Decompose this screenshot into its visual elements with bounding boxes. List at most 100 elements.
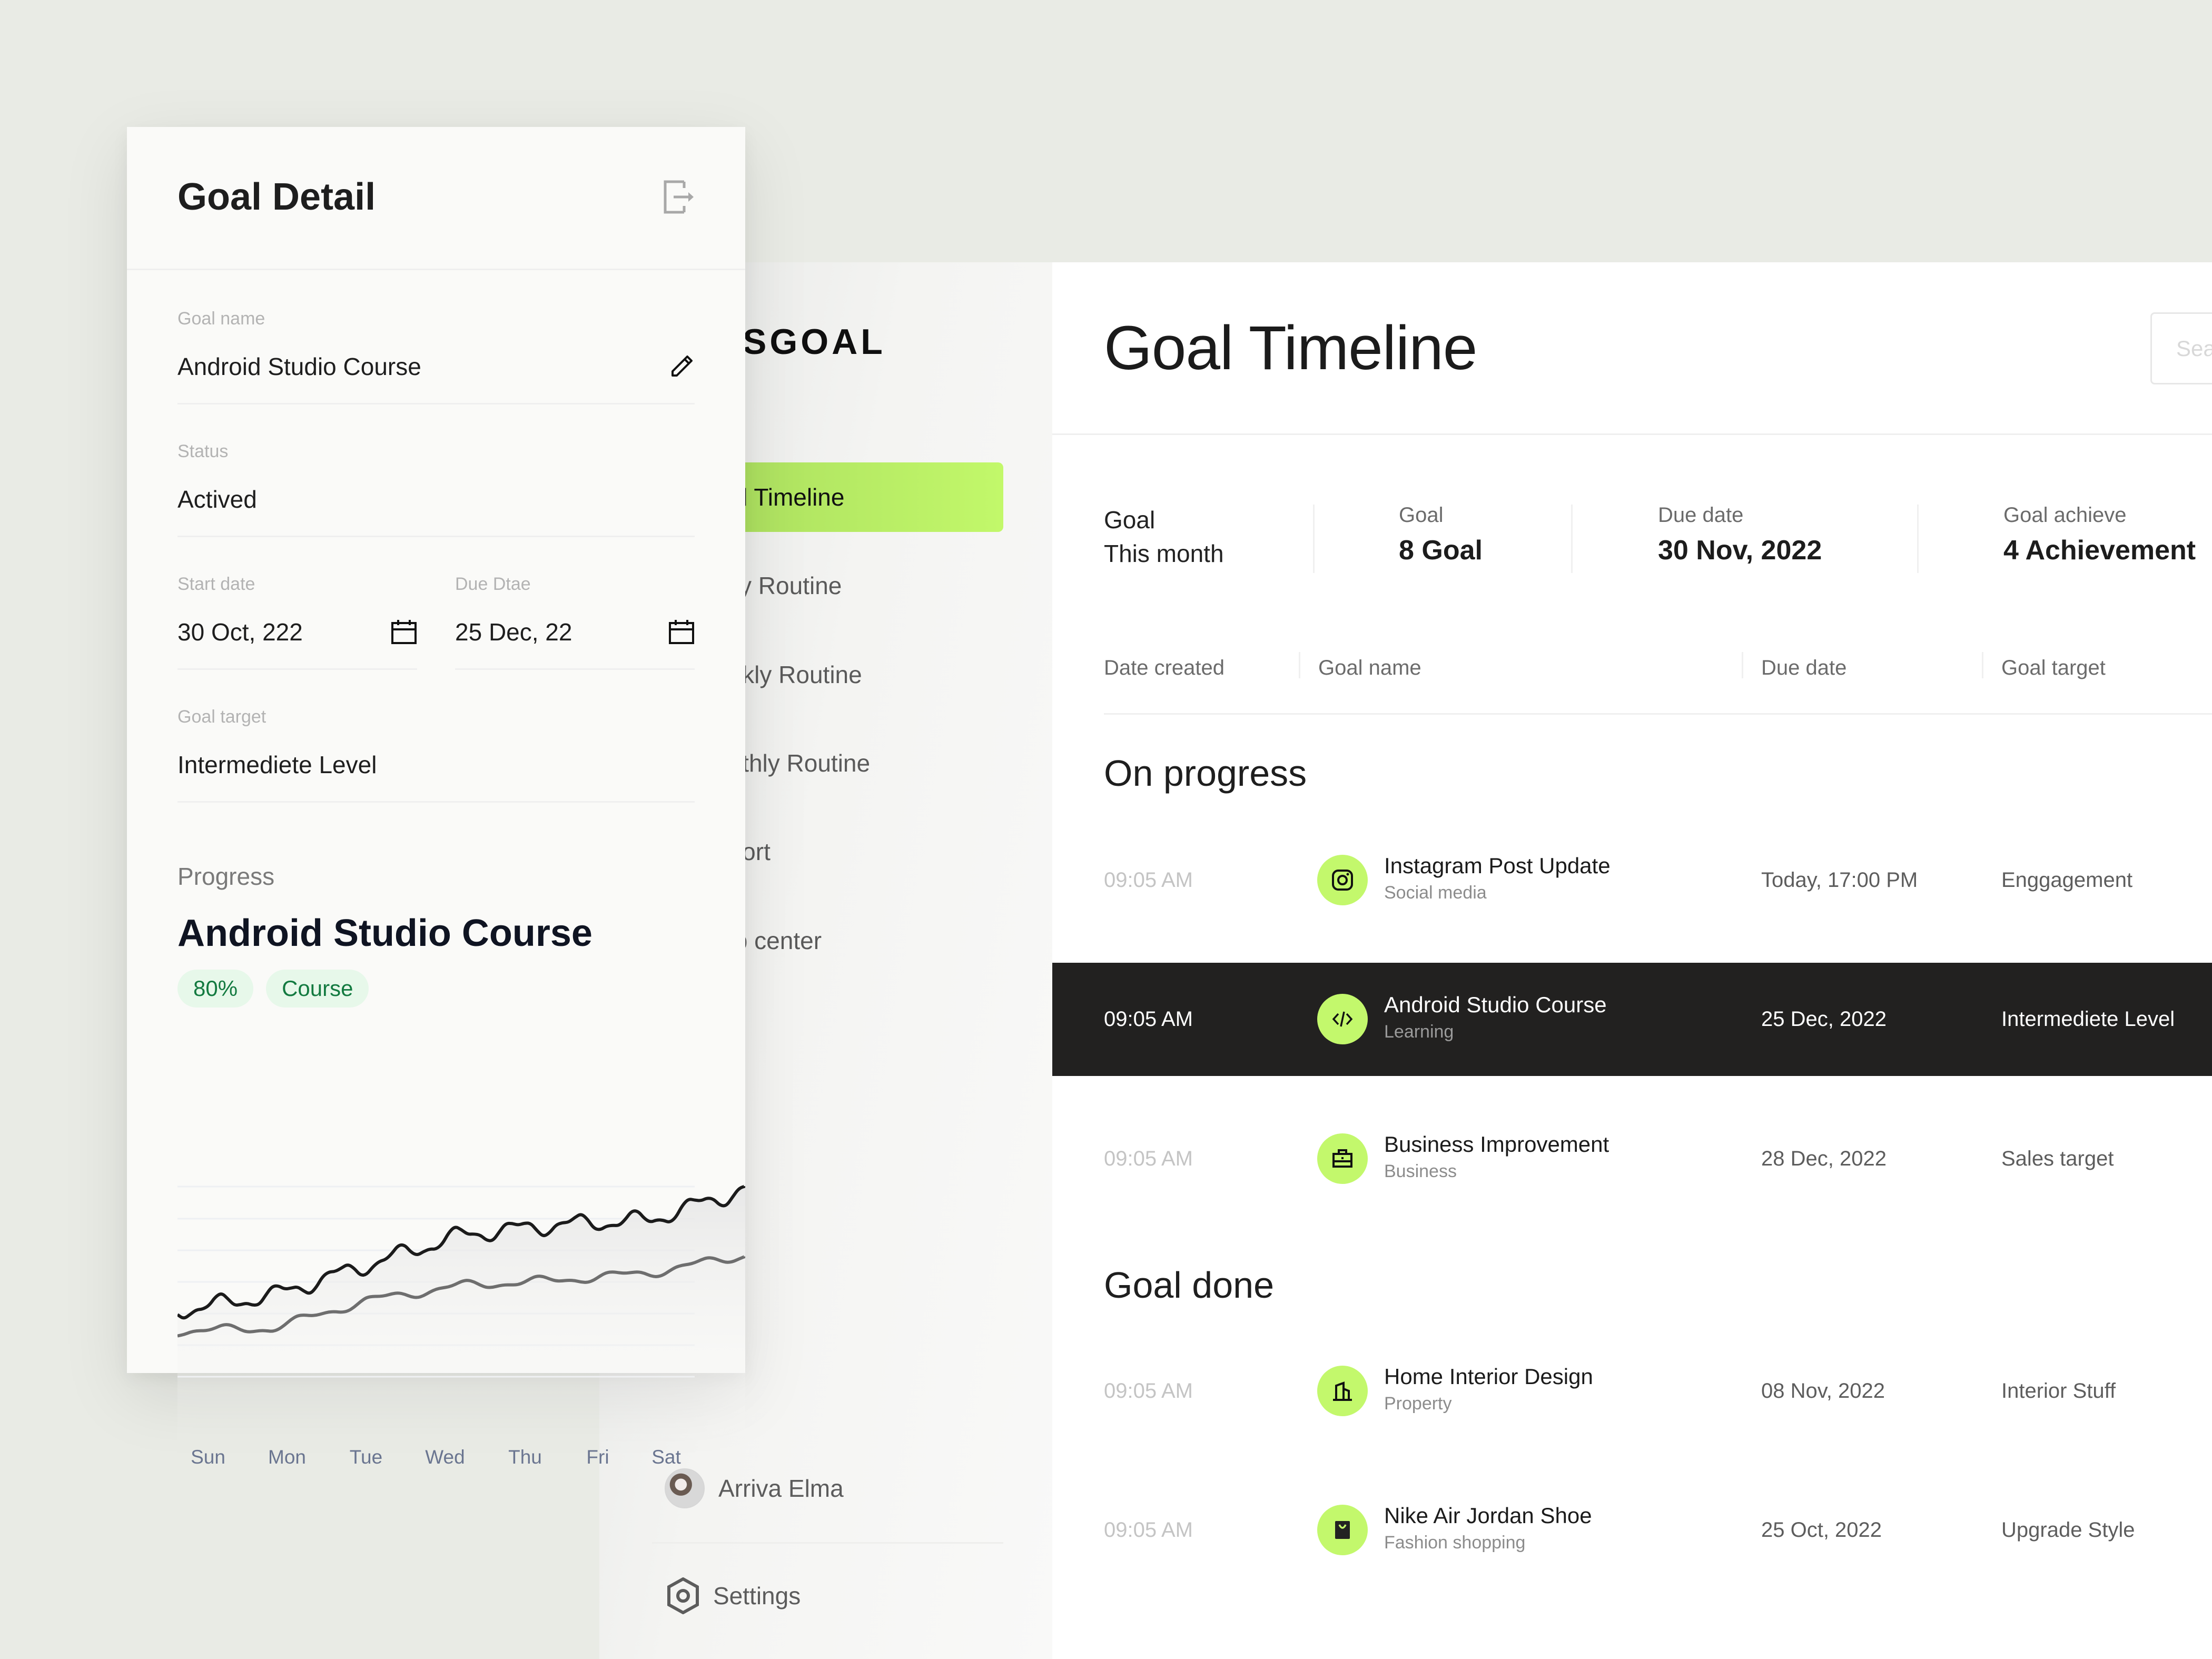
goal-detail-panel: Goal Detail Goal name Android Studio Cou…: [127, 127, 745, 1468]
search-input[interactable]: Sea: [2150, 312, 2212, 384]
field-label: Due Dtae: [455, 574, 531, 594]
stat-value: 30 Nov, 2022: [1658, 535, 1822, 566]
row-time: 09:05 AM: [1104, 868, 1193, 892]
category-badge: Course: [266, 970, 369, 1008]
avatar: [665, 1468, 705, 1508]
stat-goal-count: Goal 8 Goal: [1399, 503, 1483, 572]
main-panel: Goal Timeline Sea Goal This month Goal 8…: [1052, 262, 2212, 1659]
section-title-on-progress: On progress: [1104, 753, 1307, 794]
stat-value: 8 Goal: [1399, 535, 1483, 566]
goal-name-cell: Business Improvement Business: [1384, 1132, 1609, 1182]
settings-label: Settings: [713, 1582, 801, 1609]
start-date-input[interactable]: 30 Oct, 222: [177, 618, 303, 646]
column-date-created[interactable]: Date created: [1104, 656, 1225, 679]
row-time: 09:05 AM: [1104, 1008, 1193, 1031]
goal-name: Instagram Post Update: [1384, 853, 1611, 878]
goal-category: Business: [1384, 1161, 1457, 1181]
goal-target-field: Goal target Intermediete Level: [177, 707, 695, 803]
table-row[interactable]: 09:05 AM Nike Air Jordan Shoe Fashion sh…: [1052, 1474, 2212, 1587]
goal-name-cell: Android Studio Course Learning: [1384, 992, 1607, 1042]
x-axis-label: Sat: [651, 1446, 681, 1468]
table-row[interactable]: 09:05 AM Home Interior Design Property 0…: [1052, 1335, 2212, 1448]
column-divider: [1742, 652, 1743, 678]
stat-due-date: Due date 30 Nov, 2022: [1658, 503, 1822, 572]
code-icon: [1317, 994, 1368, 1044]
goal-name: Nike Air Jordan Shoe: [1384, 1503, 1592, 1528]
stat-goal-this-month: Goal This month: [1104, 506, 1224, 574]
settings-button[interactable]: Settings: [667, 1577, 801, 1614]
row-due-date: 25 Dec, 2022: [1761, 1008, 1887, 1031]
stat-value: 4 Achievement: [2003, 535, 2196, 566]
sidebar-divider: [652, 1542, 1003, 1544]
field-label: Goal name: [177, 309, 265, 329]
x-axis-label: Mon: [268, 1446, 306, 1468]
x-axis-label: Thu: [508, 1446, 542, 1468]
goal-detail-header: Goal Detail: [127, 127, 745, 270]
stat-label: Goal achieve: [2003, 503, 2127, 527]
column-divider: [1299, 652, 1300, 678]
goal-detail-title: Goal Detail: [177, 176, 376, 218]
table-row[interactable]: 09:05 AM Instagram Post Update Social me…: [1052, 824, 2212, 937]
settings-hexagon-icon: [667, 1577, 699, 1614]
goal-category: Learning: [1384, 1022, 1454, 1042]
briefcase-icon: [1317, 1133, 1368, 1184]
progress-tags: 80% Course: [177, 970, 369, 1008]
goal-category: Fashion shopping: [1384, 1533, 1526, 1553]
exit-icon[interactable]: [663, 180, 695, 214]
building-icon: [1317, 1366, 1368, 1416]
row-time: 09:05 AM: [1104, 1518, 1193, 1542]
stat-divider: [1917, 505, 1919, 573]
row-goal-target: Sales target: [2001, 1147, 2114, 1170]
goal-name-field: Goal name Android Studio Course: [177, 309, 695, 404]
x-axis-label: Sun: [191, 1446, 225, 1468]
column-goal-name[interactable]: Goal name: [1318, 656, 1421, 679]
field-label: Start date: [177, 574, 255, 594]
goal-category: Property: [1384, 1394, 1452, 1414]
page-title: Goal Timeline: [1104, 313, 1477, 383]
section-title-goal-done: Goal done: [1104, 1265, 1275, 1306]
row-due-date: 28 Dec, 2022: [1761, 1147, 1887, 1170]
pencil-edit-icon[interactable]: [668, 353, 695, 380]
main-header: Goal Timeline Sea: [1052, 262, 2212, 435]
chart-area: [177, 1186, 745, 1449]
goal-name: Business Improvement: [1384, 1132, 1609, 1157]
goal-target-input[interactable]: Intermediete Level: [177, 751, 377, 778]
row-goal-target: Interior Stuff: [2001, 1379, 2116, 1403]
chart-line-secondary: [177, 1255, 745, 1338]
calendar-icon[interactable]: [668, 619, 695, 645]
row-goal-target: Intermediete Level: [2001, 1008, 2175, 1031]
due-date-field: Due Dtae 25 Dec, 22: [455, 574, 695, 670]
progress-percent-badge: 80%: [177, 970, 254, 1008]
goal-name-cell: Home Interior Design Property: [1384, 1364, 1593, 1414]
row-time: 09:05 AM: [1104, 1147, 1193, 1170]
field-underline: [177, 536, 695, 537]
stat-value: This month: [1104, 540, 1224, 567]
instagram-icon: [1317, 855, 1368, 905]
x-axis-label: Tue: [349, 1446, 383, 1468]
row-time: 09:05 AM: [1104, 1379, 1193, 1403]
stat-label: Due date: [1658, 503, 1744, 527]
column-due-date[interactable]: Due date: [1761, 656, 1847, 679]
stat-label: Goal: [1399, 503, 1444, 527]
goal-name-cell: Instagram Post Update Social media: [1384, 853, 1611, 903]
column-goal-target[interactable]: Goal target: [2001, 656, 2106, 679]
goal-name: Android Studio Course: [1384, 992, 1607, 1017]
table-row[interactable]: 09:05 AM Business Improvement Business 2…: [1052, 1102, 2212, 1216]
app-logo: SGOAL: [743, 322, 886, 362]
stat-label: Goal: [1104, 506, 1156, 534]
status-value[interactable]: Actived: [177, 486, 257, 513]
due-date-input[interactable]: 25 Dec, 22: [455, 618, 572, 646]
goal-name-input[interactable]: Android Studio Course: [177, 353, 421, 380]
field-underline: [177, 403, 695, 404]
row-due-date: 08 Nov, 2022: [1761, 1379, 1885, 1403]
chart-x-axis: Sun Mon Tue Wed Thu Fri Sat: [177, 1446, 704, 1473]
user-name: Arriva Elma: [718, 1475, 844, 1502]
field-underline: [177, 801, 695, 803]
progress-label: Progress: [177, 863, 275, 890]
stat-divider: [1571, 505, 1573, 573]
user-profile[interactable]: Arriva Elma: [665, 1468, 844, 1508]
start-date-field: Start date 30 Oct, 222: [177, 574, 417, 670]
calendar-icon[interactable]: [391, 619, 417, 645]
stat-goal-achieve: Goal achieve 4 Achievement: [2003, 503, 2196, 572]
table-row-selected[interactable]: 09:05 AM Android Studio Course Learning …: [1052, 963, 2212, 1076]
